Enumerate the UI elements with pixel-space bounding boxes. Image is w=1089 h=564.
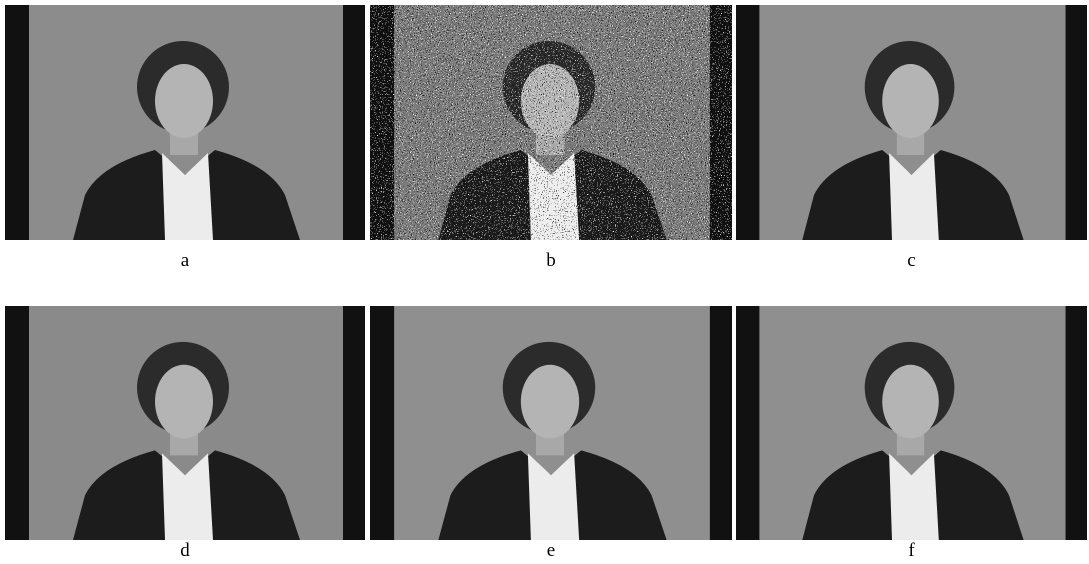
panel-label: d [180, 540, 190, 561]
panel-label: c [907, 250, 915, 271]
figure: a b c d e f [0, 0, 1089, 564]
noise [736, 5, 1087, 240]
panel-label: a [181, 250, 190, 271]
page: {"figure": {"panels": [{"label": "a"}, {… [0, 0, 1089, 564]
noise [370, 5, 732, 240]
panel-image [370, 5, 732, 240]
panel-image [5, 5, 365, 240]
panel-image [370, 306, 732, 540]
panel-image [5, 306, 365, 540]
left-bar [5, 5, 29, 240]
panel-label: e [547, 540, 555, 561]
noise [370, 306, 732, 540]
face [155, 64, 213, 138]
panel-image [736, 5, 1087, 240]
noise [736, 306, 1087, 540]
panel-image [736, 306, 1087, 540]
panel-label: f [908, 540, 915, 561]
panel-label: b [546, 250, 556, 271]
noise [5, 306, 365, 540]
right-bar [343, 5, 365, 240]
